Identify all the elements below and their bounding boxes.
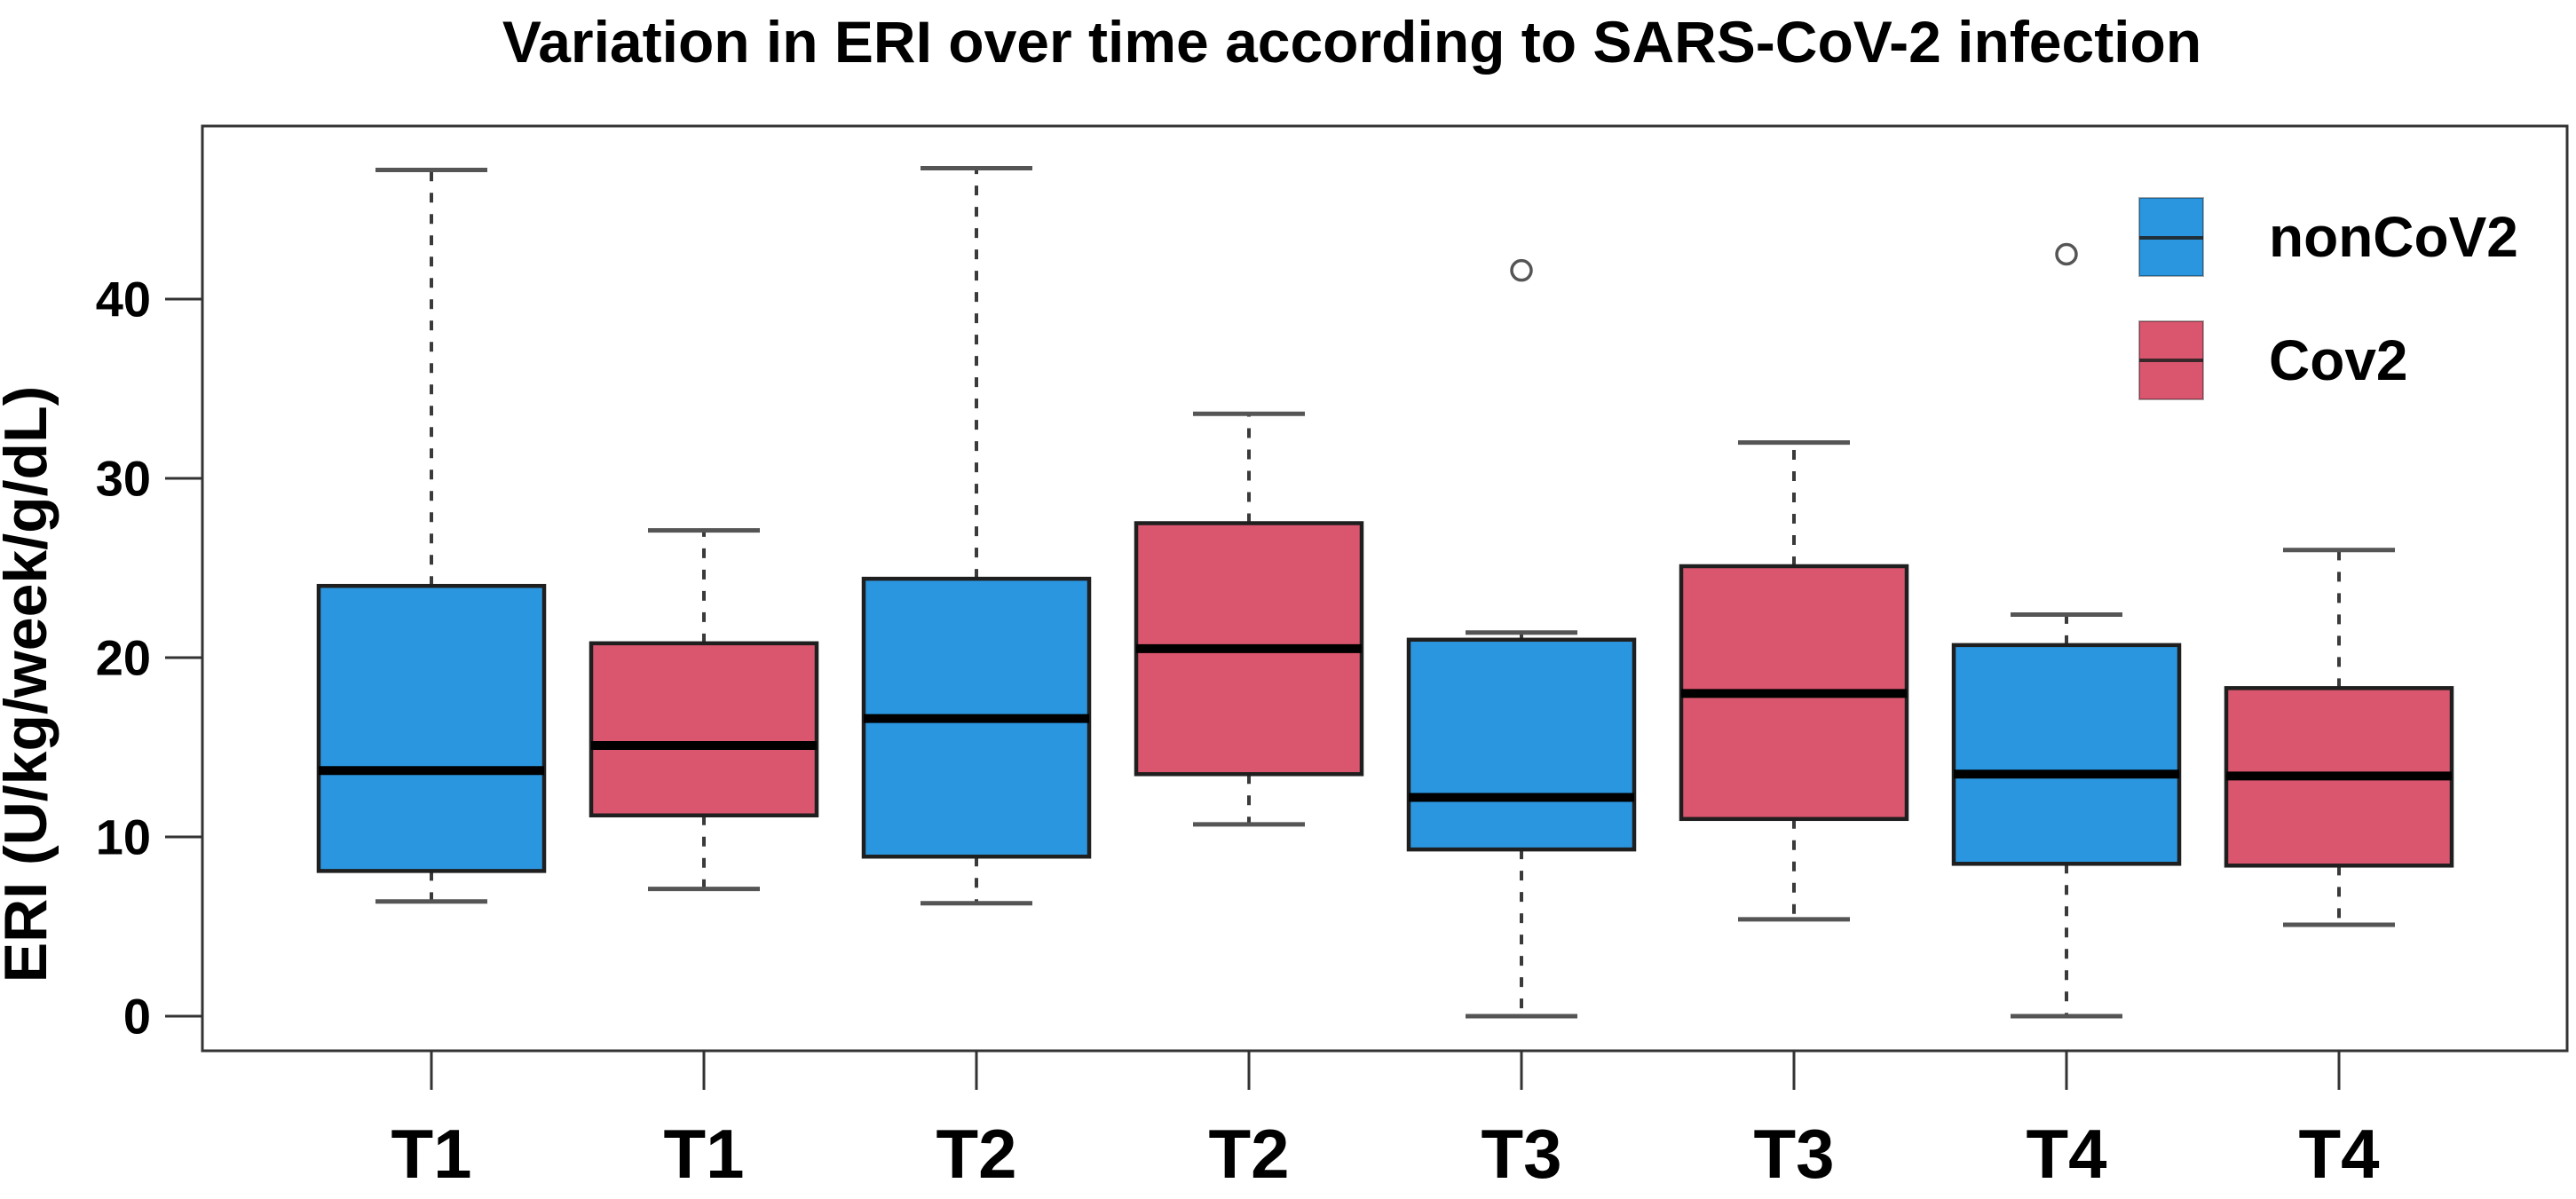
y-tick-label-10: 10	[96, 809, 151, 865]
box-T3-nonCoV2	[1406, 258, 1637, 1019]
box-T4-nonCoV2	[1951, 242, 2182, 1019]
axes-group: 0 10 20 30 40 T1 T1 T2 T2 T3 T3 T4 T4	[96, 272, 2380, 1194]
boxes-group	[316, 166, 2454, 1019]
iqr-box-T1-Cov2	[589, 641, 819, 818]
y-tick-label-30: 30	[96, 451, 151, 507]
box-T2-nonCoV2	[861, 166, 1092, 906]
y-axis-title: ERI (U/kg/week/g/dL)	[0, 386, 59, 983]
box-T4-Cov2	[2224, 548, 2454, 927]
y-tick-label-0: 0	[123, 989, 151, 1045]
y-tick-label-20: 20	[96, 630, 151, 686]
outlier-point-T4-nonCoV2-0	[2055, 242, 2078, 266]
x-tick-label-5: T3	[1753, 1115, 1834, 1193]
box-T2-Cov2	[1134, 411, 1364, 827]
x-tick-label-4: T3	[1481, 1115, 1561, 1193]
x-tick-label-6: T4	[2026, 1115, 2106, 1193]
box-T1-Cov2	[589, 528, 819, 892]
iqr-box-T4-nonCoV2	[1951, 643, 2182, 866]
x-tick-label-0: T1	[391, 1115, 471, 1193]
plot-frame	[201, 124, 2569, 1053]
x-tick-label-2: T2	[936, 1115, 1016, 1193]
x-tick-label-7: T4	[2298, 1115, 2379, 1193]
x-tick-label-1: T1	[663, 1115, 744, 1193]
outlier-point-T3-nonCoV2-0	[1510, 258, 1533, 282]
box-T3-Cov2	[1679, 440, 1909, 922]
x-tick-label-3: T2	[1208, 1115, 1289, 1193]
y-tick-label-40: 40	[96, 272, 151, 327]
legend-label-noncov2: nonCoV2	[2269, 205, 2518, 269]
legend: nonCoV2 Cov2	[2138, 197, 2518, 400]
iqr-box-T3-nonCoV2	[1406, 637, 1637, 852]
box-T1-nonCoV2	[316, 168, 547, 904]
legend-label-cov2: Cov2	[2269, 328, 2408, 392]
chart-title: Variation in ERI over time according to …	[502, 9, 2201, 75]
iqr-box-T1-nonCoV2	[316, 583, 547, 873]
